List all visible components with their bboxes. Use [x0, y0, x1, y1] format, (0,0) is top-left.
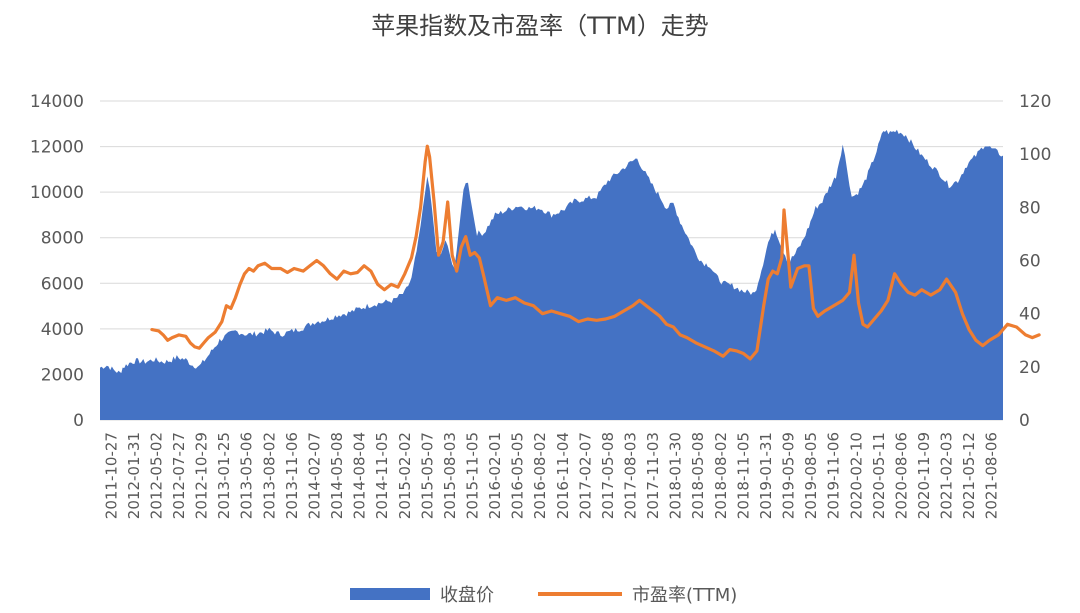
x-tick-label: 2019-08-05: [802, 432, 820, 519]
x-tick-label: 2021-05-12: [960, 432, 978, 519]
x-tick-label: 2012-01-31: [125, 432, 143, 519]
x-tick-label: 2021-02-03: [938, 432, 956, 519]
area-series: [100, 129, 1003, 421]
x-tick-label: 2012-10-29: [193, 432, 211, 519]
x-tick-label: 2016-02-01: [486, 432, 504, 519]
x-tick-label: 2019-11-06: [825, 432, 843, 519]
y-right-tick-label: 60: [1019, 252, 1041, 272]
x-tick-label: 2011-10-27: [102, 432, 120, 519]
y-left-tick-label: 12000: [30, 138, 84, 158]
y-left-tick-label: 4000: [41, 320, 84, 340]
x-tick-label: 2016-05-05: [509, 432, 527, 519]
y-left-tick-label: 2000: [41, 365, 84, 385]
x-tick-label: 2020-02-10: [847, 432, 865, 519]
pe-ratio-line: [150, 144, 1041, 361]
y-right-tick-label: 120: [1019, 92, 1051, 112]
x-tick-label: 2015-08-03: [441, 432, 459, 519]
x-tick-label: 2013-08-02: [260, 432, 278, 519]
legend-label-close-price: 收盘价: [440, 585, 494, 606]
x-tick-label: 2013-05-06: [238, 432, 256, 519]
y-axis-right: 0 20 40 60 80 100 120: [1019, 92, 1051, 431]
line-series: [150, 144, 1041, 361]
x-tick-label: 2017-05-08: [599, 432, 617, 519]
y-right-tick-label: 80: [1019, 198, 1041, 218]
x-tick-label: 2018-08-02: [712, 432, 730, 519]
x-tick-label: 2019-05-09: [780, 432, 798, 519]
x-tick-label: 2018-05-08: [689, 432, 707, 519]
x-tick-label: 2018-01-30: [667, 432, 685, 519]
x-tick-label: 2012-07-27: [170, 432, 188, 519]
x-tick-label: 2020-11-09: [915, 432, 933, 519]
y-right-tick-label: 0: [1019, 411, 1030, 431]
chart-title: 苹果指数及市盈率（TTM）走势: [371, 12, 709, 40]
x-tick-label: 2015-11-05: [463, 432, 481, 519]
x-tick-label: 2016-11-04: [554, 432, 572, 519]
x-tick-label: 2018-11-05: [734, 432, 752, 519]
x-tick-label: 2014-02-07: [305, 432, 323, 519]
y-left-tick-label: 6000: [41, 274, 84, 294]
x-tick-label: 2014-08-04: [351, 432, 369, 519]
y-left-tick-label: 0: [73, 411, 84, 431]
y-right-tick-label: 100: [1019, 145, 1051, 165]
legend-label-pe-ratio: 市盈率(TTM): [632, 585, 737, 606]
y-left-tick-label: 14000: [30, 92, 84, 112]
y-axis-left: 0 2000 4000 6000 8000 10000 12000 14000: [30, 92, 84, 431]
x-tick-label: 2014-11-05: [373, 432, 391, 519]
close-price-area: [100, 129, 1003, 421]
x-tick-label: 2021-08-06: [983, 432, 1001, 519]
x-tick-label: 2020-08-06: [892, 432, 910, 519]
x-tick-label: 2012-05-02: [147, 432, 165, 519]
y-left-tick-label: 8000: [41, 229, 84, 249]
y-right-tick-label: 40: [1019, 305, 1041, 325]
x-tick-label: 2015-05-07: [418, 432, 436, 519]
x-tick-label: 2017-08-03: [622, 432, 640, 519]
x-tick-label: 2013-01-25: [215, 432, 233, 519]
legend-swatch-close-price: [350, 588, 430, 600]
x-tick-label: 2013-11-06: [283, 432, 301, 519]
x-tick-label: 2017-11-03: [644, 432, 662, 519]
legend: 收盘价 市盈率(TTM): [350, 585, 737, 606]
y-right-tick-label: 20: [1019, 358, 1041, 378]
x-tick-label: 2019-01-31: [757, 432, 775, 519]
x-tick-label: 2016-08-02: [531, 432, 549, 519]
x-tick-label: 2014-05-08: [328, 432, 346, 519]
x-tick-label: 2017-02-07: [576, 432, 594, 519]
x-axis: 2011-10-27 2012-01-31 2012-05-02 2012-07-27…: [102, 432, 1000, 519]
x-tick-label: 2020-05-11: [870, 432, 888, 519]
y-left-tick-label: 10000: [30, 183, 84, 203]
x-tick-label: 2015-02-02: [396, 432, 414, 519]
